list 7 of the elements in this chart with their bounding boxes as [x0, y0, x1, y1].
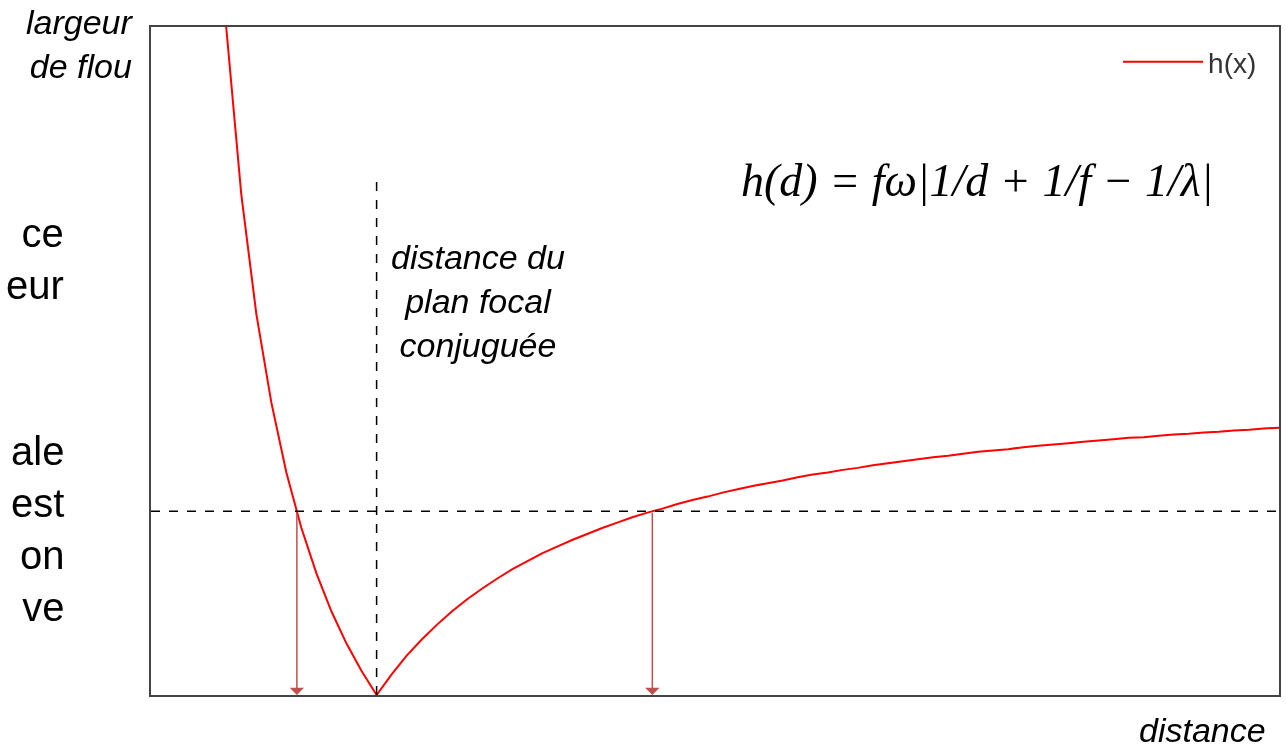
- x-axis-title: distance: [1139, 711, 1266, 749]
- annotation: h(d) = fω|1/d + 1/f − 1/λ|: [741, 155, 1214, 206]
- y-axis-title: largeur de flou: [26, 3, 134, 86]
- text: ale est on ve: [11, 429, 65, 629]
- annotation: distance du plan focal conjuguée: [391, 238, 565, 365]
- text: ce eur: [6, 211, 64, 307]
- legend-label: h(x): [1208, 47, 1257, 79]
